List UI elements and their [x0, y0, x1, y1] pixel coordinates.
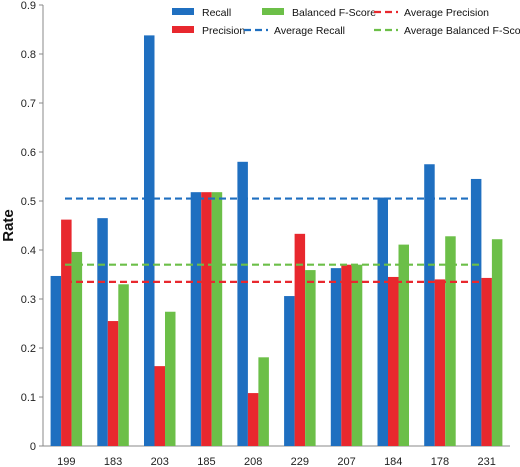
y-tick-label: 0.3 [21, 294, 36, 306]
x-tick-label: 203 [151, 456, 169, 467]
bar-recall-229 [284, 296, 295, 446]
bar-precision-208 [247, 393, 259, 446]
bar-balanced-f-score-199 [71, 251, 83, 446]
bar-balanced-f-score-178 [445, 236, 456, 446]
x-tick-label: 184 [384, 456, 402, 467]
bar-precision-178 [434, 279, 446, 446]
legend-label-balanced-f-score: Balanced F-Score [292, 7, 376, 19]
average-lines-group [65, 197, 480, 283]
bar-balanced-f-score-184 [398, 244, 409, 446]
y-tick-label: 0.7 [21, 98, 36, 110]
y-tick-label: 0.6 [21, 147, 36, 159]
x-tick-label: 231 [477, 456, 495, 467]
legend-swatch-balanced-f-score [262, 8, 284, 15]
y-tick-label: 0.4 [21, 245, 36, 257]
y-tick-label: 0.2 [21, 343, 36, 355]
y-tick-label: 0 [30, 441, 36, 453]
x-tick-label: 183 [104, 456, 122, 467]
bar-balanced-f-score-185 [211, 192, 223, 446]
bar-recall-185 [190, 192, 202, 446]
legend-label-recall: Recall [202, 7, 231, 19]
bar-recall-178 [424, 164, 435, 446]
x-tick-label: 185 [197, 456, 215, 467]
legend: Recall Balanced F-Score Average Precision P… [172, 7, 520, 37]
legend-label-average-balanced-f-score: Average Balanced F-Score [404, 25, 520, 37]
legend-label-average-precision: Average Precision [404, 7, 489, 19]
bar-balanced-f-score-231 [491, 239, 503, 446]
bar-precision-184 [388, 276, 399, 446]
bar-precision-185 [201, 192, 212, 446]
legend-swatch-recall [172, 8, 194, 15]
bar-recall-207 [330, 268, 342, 446]
bar-balanced-f-score-183 [118, 284, 129, 446]
bar-balanced-f-score-229 [305, 270, 316, 446]
bar-precision-231 [481, 277, 492, 446]
y-tick-label: 0.8 [21, 49, 36, 61]
x-axis-ticks: 199 183 203 185 208 229 207 184 178 231 [57, 456, 496, 467]
bar-recall-199 [50, 275, 62, 446]
x-tick-label: 178 [431, 456, 449, 467]
legend-label-average-recall: Average Recall [274, 25, 345, 37]
x-tick-label: 199 [57, 456, 75, 467]
bar-precision-207 [341, 264, 352, 446]
x-tick-label: 207 [337, 456, 355, 467]
bar-precision-199 [61, 219, 72, 446]
y-axis-ticks: 0 0.1 0.2 0.3 0.4 0.5 0.6 0.7 0.8 0.9 [21, 0, 43, 453]
bar-recall-231 [470, 178, 482, 446]
bars-group [50, 35, 503, 447]
bar-balanced-f-score-203 [165, 311, 176, 446]
x-tick-label: 229 [291, 456, 309, 467]
bar-precision-183 [107, 321, 119, 446]
y-axis-label: Rate [0, 209, 17, 242]
bar-recall-184 [377, 197, 388, 446]
bar-balanced-f-score-208 [258, 357, 269, 446]
y-tick-label: 0.9 [21, 0, 36, 12]
bar-precision-203 [154, 366, 165, 446]
x-tick-label: 208 [244, 456, 262, 467]
bar-precision-229 [294, 233, 306, 446]
y-tick-label: 0.1 [21, 392, 36, 404]
bar-recall-208 [237, 161, 248, 447]
legend-label-precision: Precision [202, 25, 245, 37]
bar-balanced-f-score-207 [351, 264, 363, 446]
bar-recall-183 [97, 218, 108, 446]
legend-swatch-precision [172, 26, 194, 33]
bar-recall-203 [144, 35, 155, 446]
y-tick-label: 0.5 [21, 196, 36, 208]
